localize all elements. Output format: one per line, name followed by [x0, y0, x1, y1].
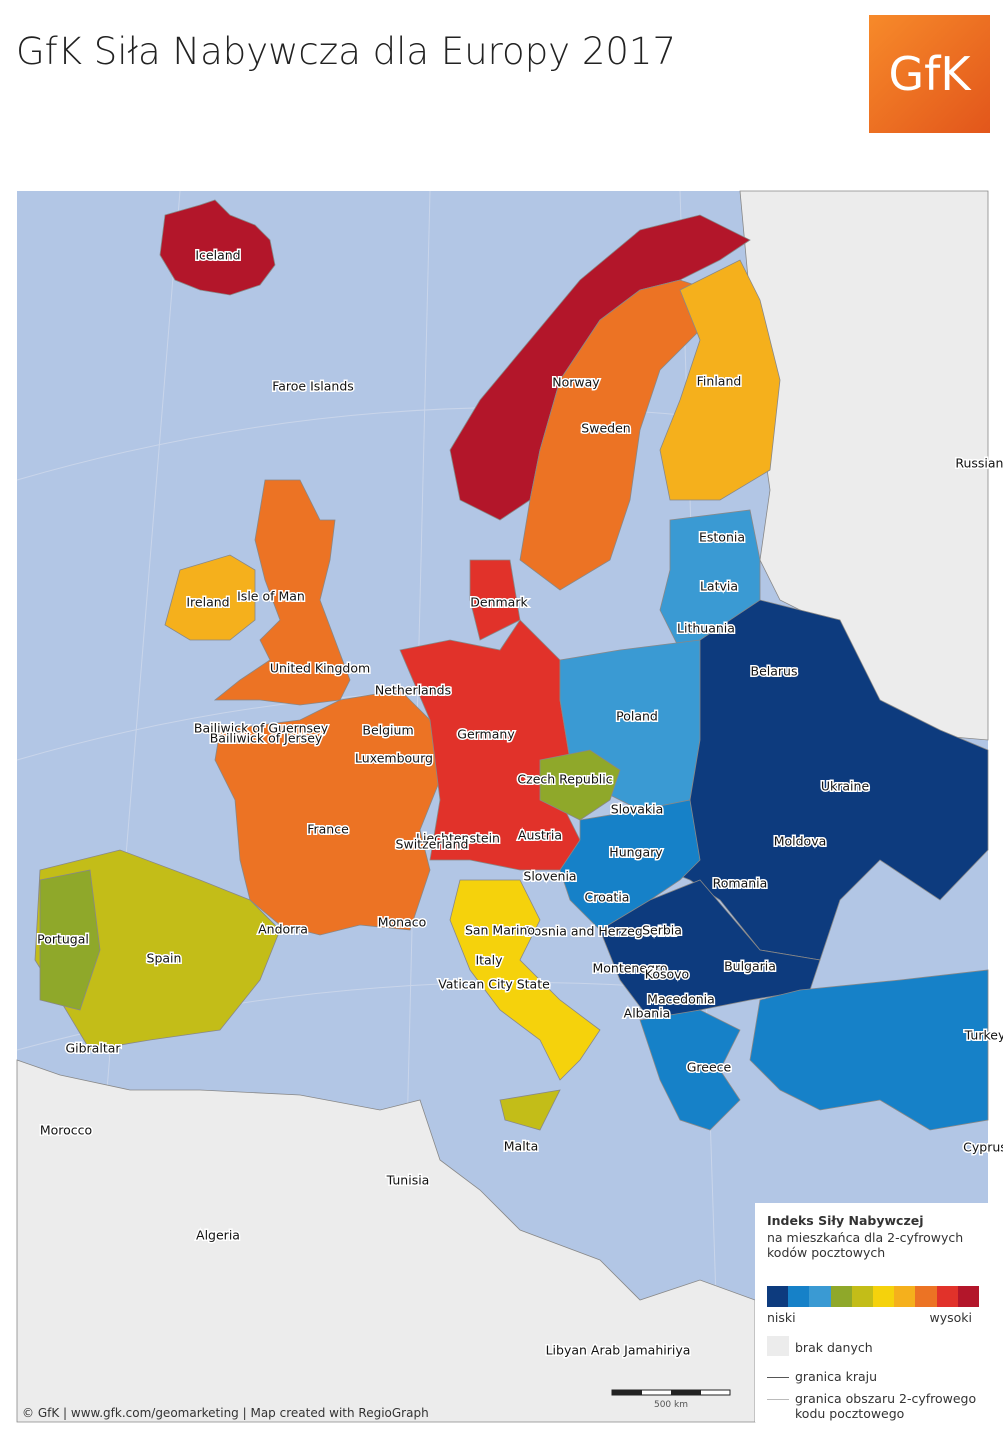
- place-label: Montenegro: [592, 961, 667, 976]
- place-label: Serbia: [642, 923, 682, 938]
- place-label: Macedonia: [647, 992, 715, 1007]
- title: GfK Siła Nabywcza dla Europy 2017: [16, 30, 677, 73]
- place-label: Netherlands: [375, 683, 451, 698]
- place-label: Spain: [147, 951, 182, 966]
- place-label: Hungary: [609, 845, 663, 860]
- legend-high: wysoki: [929, 1310, 973, 1325]
- ramp-swatch: [894, 1286, 916, 1307]
- place-label: Cyprus: [963, 1140, 1003, 1155]
- place-label: Belarus: [751, 664, 798, 679]
- legend-subtitle: na mieszkańca dla 2-cyfrowych kodów pocz…: [767, 1230, 964, 1260]
- place-label: Moldova: [774, 834, 827, 849]
- ramp-swatch: [915, 1286, 937, 1307]
- greece: [639, 1009, 741, 1131]
- place-label: Italy: [475, 953, 503, 968]
- italy: [449, 879, 601, 1081]
- denmark: [469, 559, 521, 641]
- legend-title: Indeks Siły Nabywczej: [767, 1213, 924, 1228]
- legend: Indeks Siły Nabywczej na mieszkańca dla …: [755, 1203, 988, 1422]
- ramp-swatch: [872, 1286, 895, 1307]
- place-label: Denmark: [470, 595, 528, 610]
- color-ramp: [767, 1286, 979, 1307]
- legend-postal: granica obszaru 2-cyfrowego kodu pocztow…: [795, 1391, 977, 1421]
- ramp-swatch: [788, 1286, 810, 1307]
- place-label: Russian F: [955, 456, 1003, 471]
- place-label: Luxembourg: [355, 751, 433, 766]
- place-label: Turkey: [964, 1028, 1003, 1043]
- place-label: Bulgaria: [724, 959, 776, 974]
- place-label: Slovenia: [523, 869, 576, 884]
- credit: © GfK | www.gfk.com/geomarketing | Map c…: [22, 1406, 429, 1420]
- scale-label: 500 km: [654, 1400, 688, 1410]
- place-label: United Kingdom: [270, 661, 370, 676]
- place-label: Vatican City State: [438, 977, 550, 992]
- central-europe: [399, 619, 581, 871]
- place-label: Andorra: [258, 922, 308, 937]
- place-label: Isle of Man: [237, 589, 305, 604]
- ramp-swatch: [851, 1286, 873, 1307]
- place-label: Bailiwick of Guernsey: [194, 721, 329, 736]
- place-label: Kosovo: [645, 967, 689, 982]
- place-label: Liechtenstein: [416, 831, 500, 846]
- country-line: [767, 1377, 789, 1378]
- place-label: Austria: [518, 828, 562, 843]
- place-label: Ukraine: [821, 779, 870, 794]
- place-label: Switzerland: [396, 837, 469, 852]
- finland: [659, 259, 781, 501]
- legend-no-data: brak danych: [795, 1340, 873, 1355]
- place-label: Monaco: [378, 915, 427, 930]
- legend-country: granica kraju: [795, 1369, 878, 1384]
- place-label: Bailiwick of Jersey: [210, 731, 323, 746]
- place-label: Slovakia: [611, 802, 663, 817]
- sicily: [499, 1089, 561, 1131]
- place-label: Romania: [713, 876, 768, 891]
- place-label: San Marino: [465, 923, 535, 938]
- place-label: Latvia: [700, 579, 738, 594]
- iceland: [159, 199, 276, 296]
- ramp-swatch: [809, 1286, 831, 1307]
- place-label: Belgium: [362, 723, 413, 738]
- postal-line: [767, 1399, 789, 1400]
- place-label: Greece: [687, 1060, 732, 1075]
- ramp-swatch: [830, 1286, 852, 1307]
- place-label: Iceland: [195, 248, 240, 263]
- place-label: Faroe Islands: [272, 379, 354, 394]
- place-label: Bosnia and Herzegovina: [525, 924, 677, 939]
- place-label: Morocco: [40, 1123, 92, 1138]
- place-label: Albania: [624, 1006, 671, 1021]
- logo: GfK: [869, 15, 990, 133]
- legend-low: niski: [767, 1310, 796, 1325]
- place-label: Lithuania: [677, 621, 735, 636]
- place-label: Czech Republic: [517, 772, 612, 787]
- place-label: Libyan Arab Jamahiriya: [546, 1343, 691, 1358]
- turkey: [749, 969, 989, 1131]
- czechia: [539, 749, 621, 821]
- scale-bar: 500 km: [611, 1389, 731, 1410]
- place-label: Germany: [457, 727, 515, 742]
- place-label: Gibraltar: [65, 1041, 121, 1056]
- ramp-swatch: [767, 1286, 789, 1307]
- ramp-swatch: [936, 1286, 958, 1307]
- place-label: Estonia: [699, 530, 745, 545]
- place-label: Malta: [504, 1139, 538, 1154]
- place-label: France: [307, 822, 349, 837]
- sweden: [519, 279, 711, 591]
- portugal: [39, 869, 101, 1011]
- place-label: Croatia: [585, 890, 630, 905]
- place-label: Poland: [616, 709, 658, 724]
- place-label: Norway: [552, 375, 600, 390]
- place-label: Finland: [697, 374, 742, 389]
- place-label: Tunisia: [386, 1173, 430, 1188]
- place-label: Sweden: [581, 421, 630, 436]
- ireland: [164, 554, 256, 641]
- ramp-swatch: [957, 1286, 979, 1307]
- no-data-swatch: [767, 1336, 789, 1356]
- place-label: Ireland: [186, 595, 229, 610]
- place-label: Algeria: [196, 1228, 240, 1243]
- place-label: Portugal: [37, 932, 89, 947]
- uk: [213, 479, 351, 706]
